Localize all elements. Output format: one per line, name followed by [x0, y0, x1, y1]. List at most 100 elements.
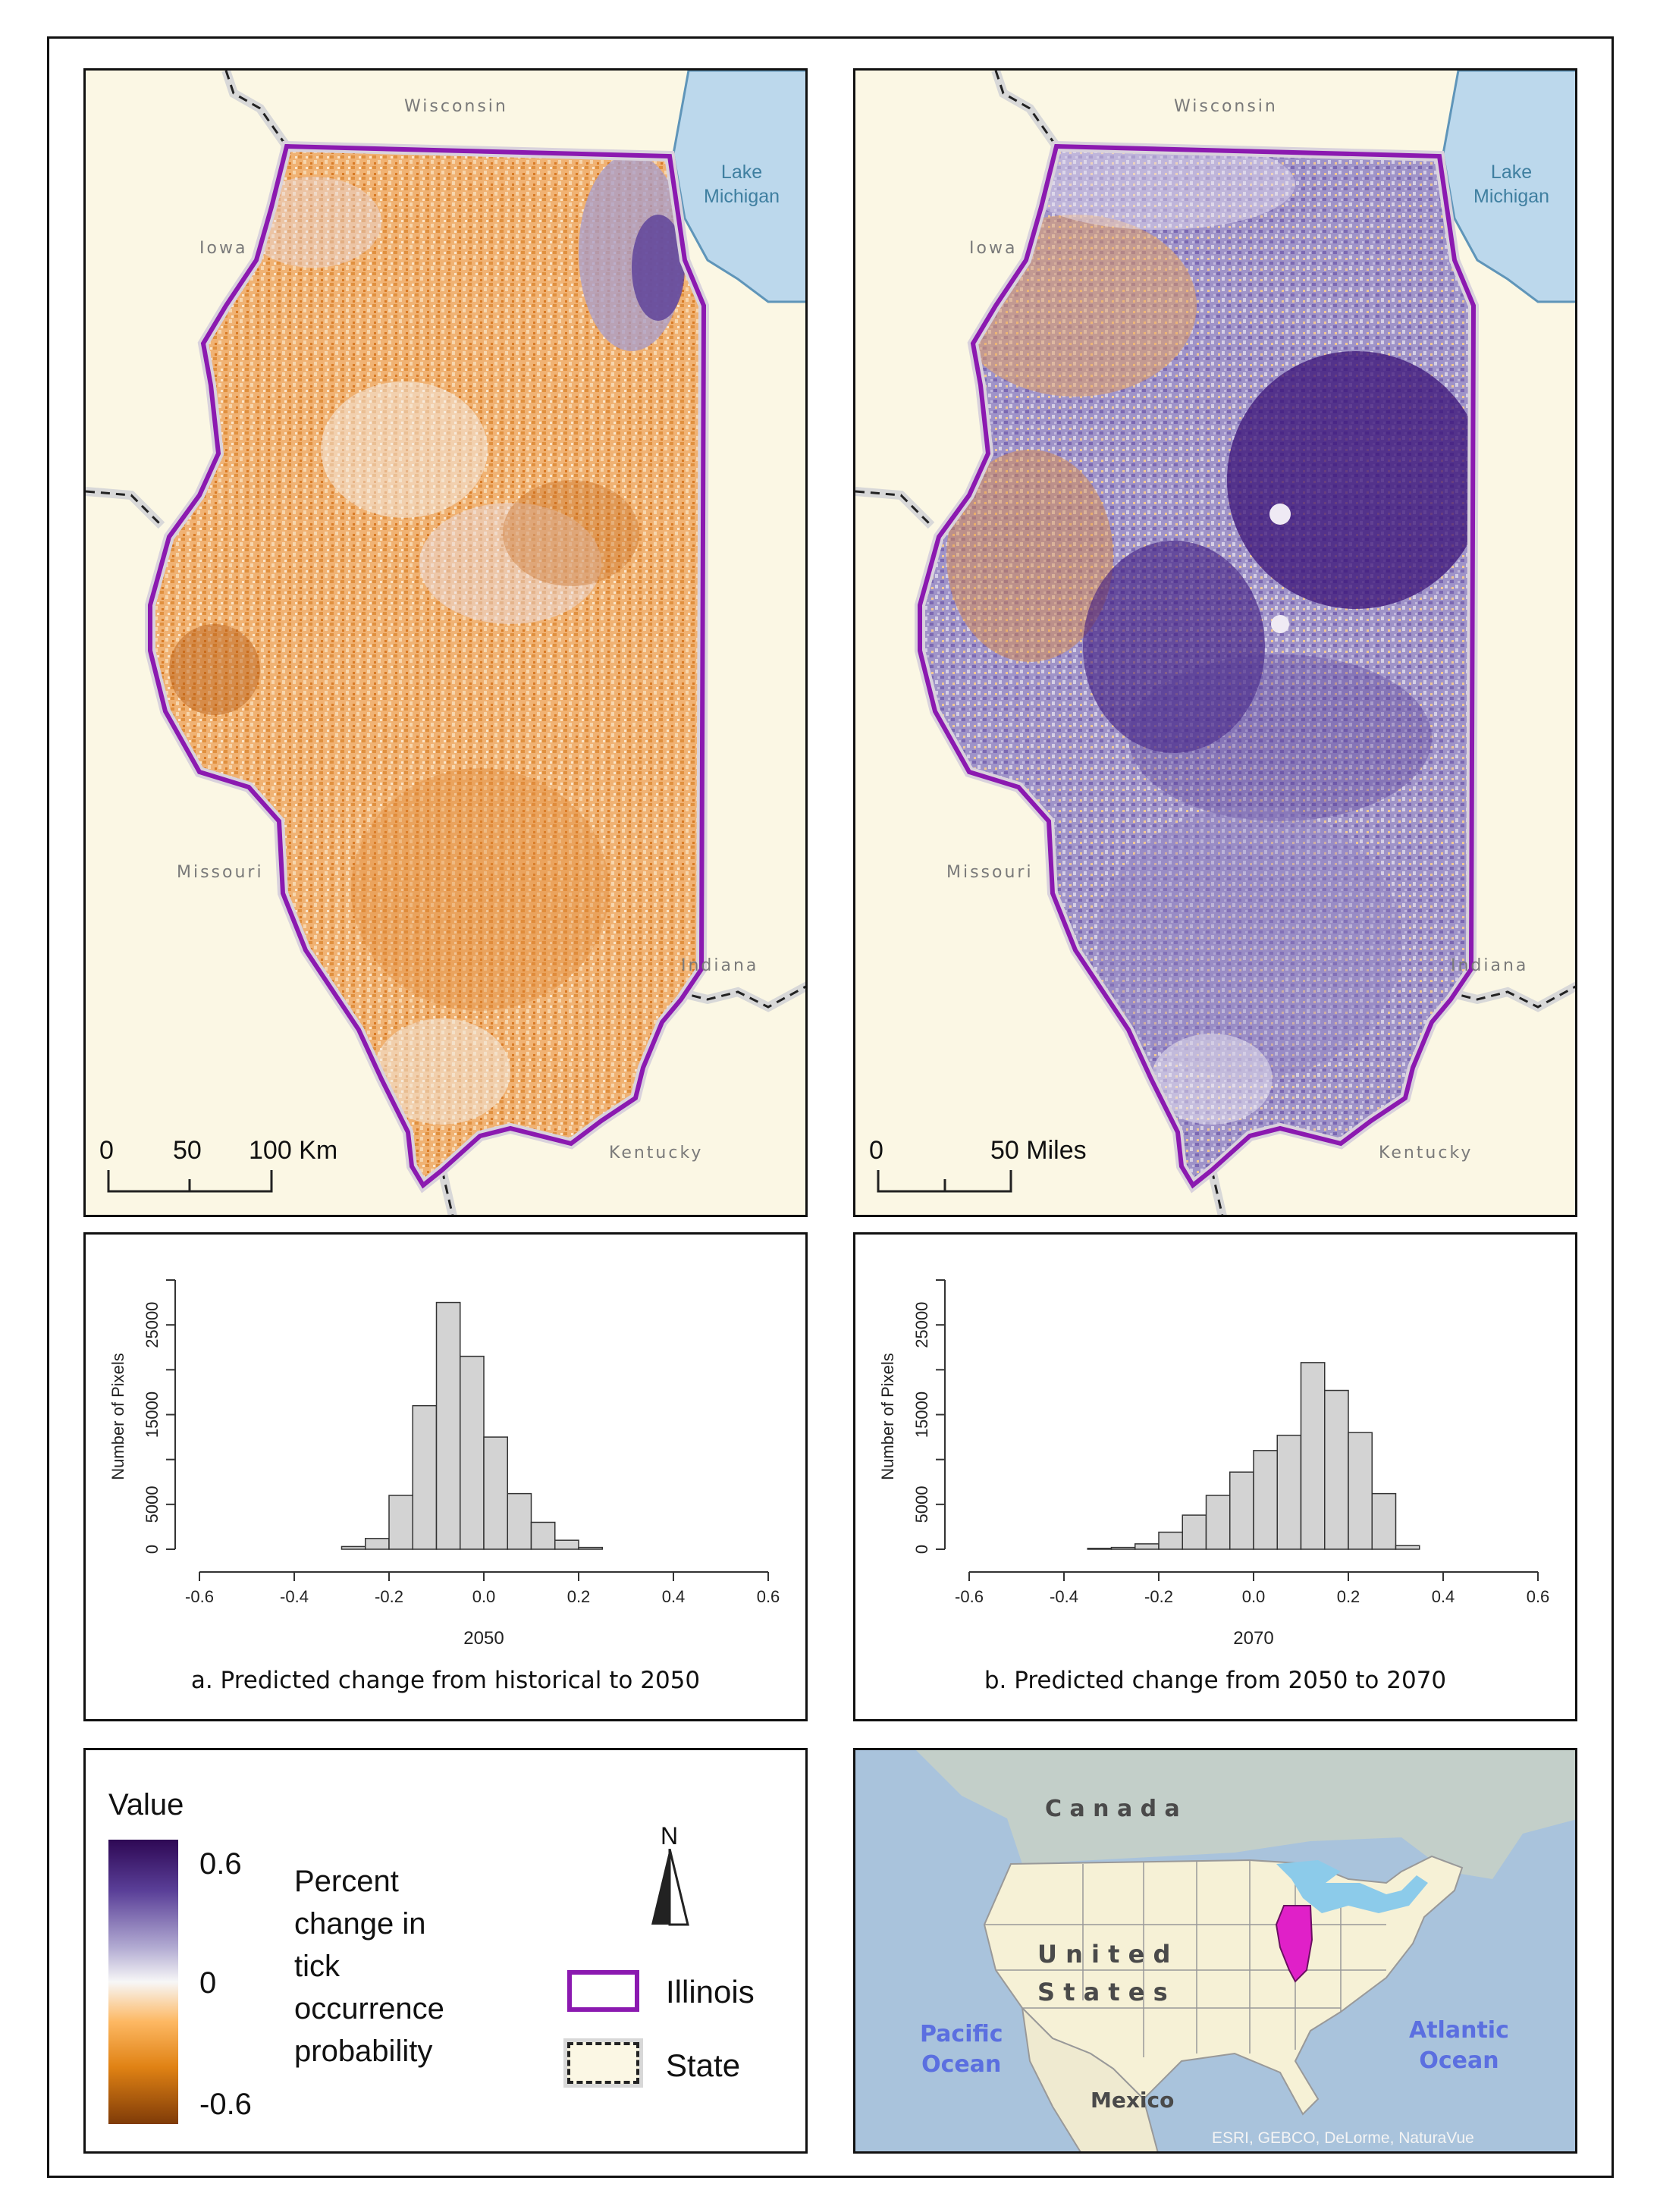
inset-atlantic: Atlantic Ocean	[1409, 2017, 1509, 2074]
x-axis-title: 2070	[1233, 1628, 1273, 1649]
caption-a: a. Predicted change from historical to 2…	[190, 1667, 701, 1694]
histogram-bar	[1110, 1546, 1136, 1550]
histogram-bar	[412, 1404, 438, 1550]
legend-state-label: State	[666, 2047, 741, 2083]
north-arrow-icon	[651, 1849, 689, 1926]
histogram-b-panel: -0.6 -0.4 -0.2 0.0 0.2 0.4 0.6 0 5000 15000 25000 2…	[853, 1232, 1577, 1721]
state-border	[221, 71, 290, 149]
histogram-a-panel: -0.6 -0.4 -0.2 0.0 0.2 0.4 0.6 0 5000 15000 25000 2…	[83, 1232, 808, 1721]
mexico-land	[1021, 2006, 1159, 2151]
legend-mid-value: 0	[199, 1966, 217, 2000]
inset-united: U n i t e d	[1037, 1940, 1171, 1969]
y-tick-label: 25000	[143, 1302, 162, 1348]
histogram-bar	[1253, 1450, 1278, 1550]
y-tick-label: 5000	[143, 1486, 162, 1523]
x-tick-label: 0.4	[1432, 1587, 1455, 1606]
y-tick-label: 15000	[143, 1392, 162, 1438]
label-iowa: Iowa	[199, 239, 248, 258]
label-lake-michigan: Lake Michigan	[704, 162, 780, 207]
map-b-illinois	[855, 71, 1575, 1215]
great-lakes	[1276, 1860, 1428, 1913]
legend-description: Percent change in tick occurrence probab…	[294, 1865, 444, 2068]
x-tick-label: 0.2	[567, 1587, 591, 1606]
inset-pacific: Pacific Ocean	[920, 2021, 1003, 2078]
histogram-bar	[1087, 1548, 1113, 1550]
histogram-bar	[365, 1538, 390, 1550]
state-border	[991, 71, 1060, 149]
inset-mexico: Mexico	[1091, 2088, 1175, 2113]
histogram-bar	[1348, 1432, 1373, 1550]
x-tick-label: 0.2	[1337, 1587, 1360, 1606]
label-missouri: Missouri	[177, 863, 264, 882]
x-tick-label: 0.0	[1242, 1587, 1266, 1606]
legend-illinois-label: Illinois	[666, 1974, 755, 2010]
legend-state-swatch	[567, 2042, 639, 2084]
x-tick-label: 0.4	[662, 1587, 686, 1606]
y-axis-title: Number of Pixels	[108, 1353, 127, 1480]
label-iowa: Iowa	[969, 239, 1018, 258]
x-tick-label: -0.6	[955, 1587, 984, 1606]
x-tick-label: 0.6	[1527, 1587, 1550, 1606]
scale-bar	[877, 1170, 1012, 1193]
caption-b: b. Predicted change from 2050 to 2070	[984, 1667, 1447, 1694]
legend-max-value: 0.6	[199, 1847, 242, 1881]
legend-illinois-swatch	[567, 1970, 639, 2012]
histogram-bar	[341, 1545, 366, 1550]
x-tick-label: -0.4	[280, 1587, 309, 1606]
scale-tick-50: 50	[173, 1136, 202, 1165]
histogram-bar	[1276, 1434, 1302, 1550]
legend-title: Value	[108, 1788, 184, 1821]
canada-land	[916, 1750, 1575, 1879]
histogram-bar	[1158, 1531, 1183, 1550]
histogram-bar	[1229, 1471, 1254, 1550]
illinois-highlight	[1275, 1905, 1313, 1983]
y-tick-label: 0	[912, 1545, 931, 1554]
scale-tick-50-miles: 50 Miles	[990, 1136, 1087, 1165]
histogram-bar	[554, 1539, 579, 1550]
histogram-bar	[435, 1301, 461, 1550]
map-a-illinois	[86, 71, 805, 1215]
inset-canada: C a n a d a	[1045, 1796, 1180, 1822]
histogram-bar	[507, 1492, 532, 1550]
histogram-bar	[1395, 1545, 1420, 1550]
histogram-bar	[1182, 1514, 1207, 1550]
y-tick-label: 5000	[912, 1486, 931, 1523]
scale-tick-0: 0	[869, 1136, 883, 1165]
x-tick-label: -0.2	[1144, 1587, 1173, 1606]
histogram-bar	[578, 1546, 603, 1550]
legend-color-ramp	[108, 1840, 178, 2124]
label-lake-michigan: Lake Michigan	[1473, 162, 1550, 207]
scale-tick-100: 100 Km	[249, 1136, 338, 1165]
label-kentucky: Kentucky	[609, 1144, 704, 1162]
histogram-bar	[1324, 1389, 1349, 1550]
x-axis-title: 2050	[463, 1628, 504, 1649]
label-indiana: Indiana	[1451, 956, 1529, 975]
histogram-bar	[1134, 1543, 1160, 1550]
map-a-panel: Wisconsin Iowa Missouri Indiana Kentucky…	[83, 68, 808, 1217]
legend-min-value: -0.6	[199, 2088, 252, 2121]
histogram-bar	[483, 1436, 508, 1550]
legend-panel: Value 0.6 0 -0.6 Percent change in tick …	[83, 1748, 808, 2154]
histogram-a-chart: -0.6 -0.4 -0.2 0.0 0.2 0.4 0.6 0 5000 15000 25000 2…	[108, 1279, 780, 1649]
y-tick-label: 25000	[912, 1302, 931, 1348]
y-tick-label: 0	[143, 1545, 162, 1554]
histogram-bar	[460, 1355, 485, 1550]
north-label: N	[661, 1822, 679, 1850]
label-wisconsin: Wisconsin	[1174, 97, 1278, 116]
x-tick-label: -0.2	[375, 1587, 403, 1606]
scale-tick-0: 0	[99, 1136, 114, 1165]
histogram-bar	[388, 1495, 413, 1550]
histogram-bar	[1371, 1492, 1397, 1550]
inset-locator-panel: C a n a d a U n i t e d S t a t e s Mexi…	[853, 1748, 1577, 2154]
histogram-bar	[530, 1521, 556, 1550]
histogram-bar	[1205, 1495, 1231, 1550]
label-missouri: Missouri	[946, 863, 1034, 882]
x-tick-label: -0.4	[1050, 1587, 1078, 1606]
y-tick-label: 15000	[912, 1392, 931, 1438]
x-tick-label: 0.0	[472, 1587, 496, 1606]
x-tick-label: 0.6	[757, 1587, 780, 1606]
histogram-bar	[1300, 1362, 1326, 1550]
inset-north-america-map	[916, 1750, 1575, 2151]
histogram-b-chart: -0.6 -0.4 -0.2 0.0 0.2 0.4 0.6 0 5000 15000 25000 2…	[878, 1279, 1550, 1649]
inset-credit: ESRI, GEBCO, DeLorme, NaturaVue	[1212, 2129, 1474, 2147]
